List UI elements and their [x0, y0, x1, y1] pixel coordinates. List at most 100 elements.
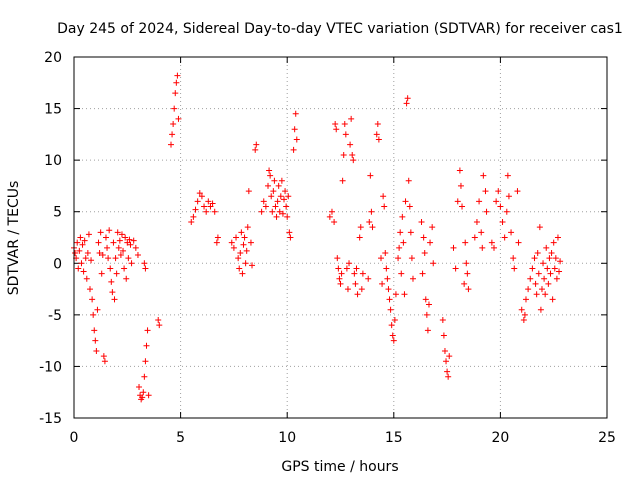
- data-point: [501, 234, 508, 241]
- data-point: [169, 131, 176, 138]
- data-point: [398, 270, 405, 277]
- data-point: [98, 270, 105, 277]
- data-point: [350, 157, 357, 164]
- data-point: [454, 198, 461, 205]
- data-point: [86, 286, 93, 293]
- data-point: [352, 280, 359, 287]
- data-point: [392, 291, 399, 298]
- data-point: [85, 231, 92, 238]
- data-point: [543, 244, 550, 251]
- data-point: [344, 286, 351, 293]
- data-point: [88, 257, 95, 264]
- data-point: [499, 219, 506, 226]
- data-point: [366, 219, 373, 226]
- data-point: [520, 317, 527, 324]
- data-point: [214, 234, 221, 241]
- data-point: [400, 239, 407, 246]
- data-point: [391, 317, 398, 324]
- data-point: [359, 270, 366, 277]
- data-point: [116, 237, 123, 244]
- data-point: [245, 188, 252, 195]
- data-point: [278, 177, 285, 184]
- data-point: [341, 121, 348, 128]
- data-point: [337, 280, 344, 287]
- data-point: [235, 255, 242, 262]
- data-point: [127, 241, 134, 248]
- data-point: [283, 203, 290, 210]
- data-point: [291, 126, 298, 133]
- data-point: [92, 337, 99, 344]
- data-point: [244, 224, 251, 231]
- data-point: [419, 270, 426, 277]
- data-point: [136, 384, 143, 391]
- data-point: [89, 296, 96, 303]
- data-point: [390, 337, 397, 344]
- data-point: [533, 291, 540, 298]
- data-point: [243, 247, 250, 254]
- data-point: [172, 90, 179, 97]
- data-point: [397, 229, 404, 236]
- data-point: [282, 188, 289, 195]
- data-point: [420, 234, 427, 241]
- data-point: [525, 286, 532, 293]
- data-point: [443, 358, 450, 365]
- data-point: [155, 317, 162, 324]
- data-point: [488, 239, 495, 246]
- data-point: [418, 219, 425, 226]
- data-point: [128, 260, 135, 267]
- data-point: [132, 244, 139, 251]
- data-point: [171, 105, 178, 112]
- data-point: [332, 121, 339, 128]
- data-point: [511, 265, 518, 272]
- data-point: [277, 193, 284, 200]
- data-point: [521, 311, 528, 318]
- x-tick-label: 15: [385, 430, 403, 446]
- data-point: [483, 208, 490, 215]
- data-point: [385, 286, 392, 293]
- data-point: [252, 146, 259, 153]
- data-point: [408, 255, 415, 262]
- data-point: [551, 265, 558, 272]
- data-point: [156, 322, 163, 329]
- data-point: [336, 275, 343, 282]
- data-point: [253, 141, 260, 148]
- data-point: [74, 239, 81, 246]
- data-point: [265, 182, 272, 189]
- data-point: [105, 255, 112, 262]
- data-point: [450, 244, 457, 251]
- data-point: [113, 270, 120, 277]
- data-point: [532, 280, 539, 287]
- data-point: [249, 262, 256, 269]
- data-point: [421, 249, 428, 256]
- data-point: [213, 239, 220, 246]
- data-point: [556, 268, 563, 275]
- data-point: [378, 255, 385, 262]
- data-point: [357, 224, 364, 231]
- data-point: [188, 219, 195, 226]
- data-point: [211, 208, 218, 215]
- data-point: [508, 229, 515, 236]
- data-point: [173, 79, 180, 86]
- data-point: [110, 239, 117, 246]
- y-tick-label: -15: [39, 411, 62, 427]
- data-point: [247, 239, 254, 246]
- data-point: [493, 198, 500, 205]
- data-point: [175, 115, 182, 122]
- data-point: [285, 193, 292, 200]
- data-point: [395, 255, 402, 262]
- y-axis-label: SDTVAR / TECUs: [6, 181, 22, 296]
- data-point: [260, 198, 267, 205]
- data-point: [441, 347, 448, 354]
- data-point: [445, 373, 452, 380]
- data-point: [439, 317, 446, 324]
- data-point: [531, 255, 538, 262]
- y-tick-label: 5: [53, 205, 62, 221]
- data-point: [351, 270, 358, 277]
- data-point: [279, 210, 286, 217]
- data-point: [281, 196, 288, 203]
- data-point: [107, 265, 114, 272]
- data-point: [396, 244, 403, 251]
- data-point: [203, 208, 210, 215]
- data-point: [380, 193, 387, 200]
- data-point: [194, 198, 201, 205]
